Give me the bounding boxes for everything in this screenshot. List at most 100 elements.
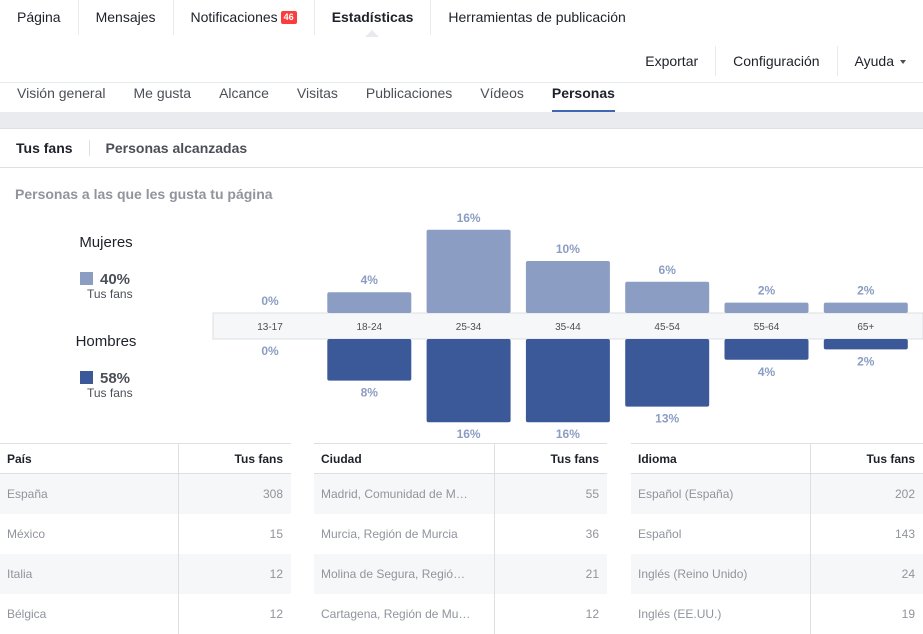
name-cell: Inglés (Reino Unido) bbox=[638, 567, 748, 581]
legend-name: Mujeres bbox=[79, 234, 132, 251]
data-label: 16% bbox=[457, 427, 481, 441]
header-cell: Tus fans bbox=[178, 444, 291, 473]
toggle-option[interactable]: Personas alcanzadas bbox=[105, 140, 248, 156]
data-label: 4% bbox=[361, 273, 379, 287]
data-label: 13% bbox=[655, 412, 679, 426]
audience-toggle: Tus fans Personas alcanzadas bbox=[0, 129, 923, 168]
sub-tab[interactable]: Personas bbox=[551, 83, 615, 112]
table-row: Murcia, Región de Murcia 36 bbox=[314, 514, 607, 554]
sub-tab[interactable]: Visión general bbox=[17, 85, 106, 101]
nav-tab[interactable]: Notificaciones 46 bbox=[172, 0, 314, 35]
table-row: España 308 bbox=[0, 474, 291, 514]
table-row: Inglés (EE.UU.) 19 bbox=[631, 594, 923, 634]
count-cell: 12 bbox=[178, 594, 291, 634]
action-link[interactable]: Ayuda bbox=[836, 46, 923, 76]
header-cell: País bbox=[7, 451, 32, 466]
table-row: Español (España) 202 bbox=[631, 474, 923, 514]
table-row: Cartagena, Región de Mu… 12 bbox=[314, 594, 607, 634]
category-label: 13-17 bbox=[257, 322, 283, 333]
name-cell: Español bbox=[638, 527, 682, 541]
name-cell: Bélgica bbox=[7, 607, 47, 621]
bar bbox=[327, 292, 412, 313]
sub-tabs: Visión general Me gusta Alcance Visitas Publ… bbox=[0, 82, 923, 113]
header-cell: Tus fans bbox=[810, 444, 923, 473]
legend-total: 58% bbox=[100, 370, 130, 387]
bar bbox=[625, 339, 710, 407]
nav-tab[interactable]: Mensajes bbox=[77, 0, 173, 35]
legend-caption: Tus fans bbox=[87, 386, 133, 400]
name-cell: México bbox=[7, 527, 46, 541]
divider-band bbox=[0, 112, 923, 129]
name-cell: Murcia, Región de Murcia bbox=[321, 527, 458, 541]
table: Ciudad Tus fans Madrid, Comunidad de M… 55 M… bbox=[314, 443, 607, 634]
nav-tab-label: Estadísticas bbox=[331, 9, 414, 25]
table: País Tus fans España 308 México 15 Italia 12 Bél… bbox=[0, 443, 291, 634]
nav-tab-label: Notificaciones bbox=[190, 9, 278, 25]
active-caret bbox=[365, 30, 379, 37]
data-label: 2% bbox=[758, 284, 776, 298]
action-link[interactable]: Configuración bbox=[715, 46, 836, 76]
data-label: 0% bbox=[261, 344, 279, 358]
legend-total: 40% bbox=[100, 271, 130, 288]
count-cell: 36 bbox=[494, 514, 607, 554]
sub-tab[interactable]: Alcance bbox=[219, 85, 269, 101]
count-cell: 55 bbox=[494, 474, 607, 514]
sub-tab[interactable]: Vídeos bbox=[480, 85, 524, 101]
count-cell: 12 bbox=[494, 594, 607, 634]
toggle-option[interactable]: Tus fans bbox=[0, 140, 90, 156]
category-label: 55-64 bbox=[754, 322, 780, 333]
bar bbox=[426, 229, 511, 313]
table: Idioma Tus fans Español (España) 202 Español… bbox=[631, 443, 923, 634]
bar bbox=[823, 302, 908, 313]
top-nav: Página Mensajes Notificaciones 46 Estadístic… bbox=[0, 0, 643, 35]
data-label: 8% bbox=[361, 386, 379, 400]
bar bbox=[625, 281, 710, 313]
bar bbox=[525, 261, 610, 313]
count-cell: 24 bbox=[810, 554, 923, 594]
count-cell: 308 bbox=[178, 474, 291, 514]
bar bbox=[823, 339, 908, 350]
action-link[interactable]: Exportar bbox=[645, 53, 699, 69]
name-cell: Molina de Segura, Regió… bbox=[321, 567, 466, 581]
chart: 13-17 18-24 25-34 35-44 45-54 55-64 65+ Mujeres… bbox=[76, 211, 923, 441]
bar bbox=[724, 302, 809, 313]
count-cell: 143 bbox=[810, 514, 923, 554]
data-label: 6% bbox=[659, 263, 677, 277]
table-header: Ciudad Tus fans bbox=[314, 444, 607, 474]
bar bbox=[426, 339, 511, 423]
header-cell: Idioma bbox=[638, 451, 677, 466]
category-label: 25-34 bbox=[456, 322, 482, 333]
data-label: 2% bbox=[857, 284, 875, 298]
nav-tab[interactable]: Página bbox=[0, 0, 78, 35]
data-label: 16% bbox=[457, 211, 481, 225]
nav-tab-label: Herramientas de publicación bbox=[448, 9, 626, 25]
category-label: 65+ bbox=[857, 322, 874, 333]
data-label: 16% bbox=[556, 427, 580, 441]
legend-name: Hombres bbox=[76, 333, 137, 350]
header-cell: Tus fans bbox=[494, 444, 607, 473]
count-cell: 202 bbox=[810, 474, 923, 514]
table-row: Italia 12 bbox=[0, 554, 291, 594]
name-cell: España bbox=[7, 487, 48, 501]
category-label: 18-24 bbox=[357, 322, 383, 333]
count-cell: 15 bbox=[178, 514, 291, 554]
notification-badge: 46 bbox=[280, 11, 297, 24]
category-label: 45-54 bbox=[654, 322, 680, 333]
sub-tab[interactable]: Visitas bbox=[296, 85, 338, 101]
table-row: Bélgica 12 bbox=[0, 594, 291, 634]
name-cell: Madrid, Comunidad de M… bbox=[321, 487, 468, 501]
data-label: 4% bbox=[758, 365, 776, 379]
actions: Exportar Configuración Ayuda bbox=[628, 46, 923, 76]
nav-tab[interactable]: Estadísticas bbox=[313, 0, 431, 35]
header-cell: Ciudad bbox=[321, 451, 362, 466]
sub-tab[interactable]: Me gusta bbox=[133, 85, 192, 101]
table-row: México 15 bbox=[0, 514, 291, 554]
name-cell: Español (España) bbox=[638, 487, 734, 501]
count-cell: 19 bbox=[810, 594, 923, 634]
name-cell: Italia bbox=[7, 567, 33, 581]
table-header: Idioma Tus fans bbox=[631, 444, 923, 474]
nav-tab[interactable]: Herramientas de publicación bbox=[430, 0, 642, 35]
sub-tab[interactable]: Publicaciones bbox=[365, 85, 453, 101]
bar bbox=[327, 339, 412, 381]
